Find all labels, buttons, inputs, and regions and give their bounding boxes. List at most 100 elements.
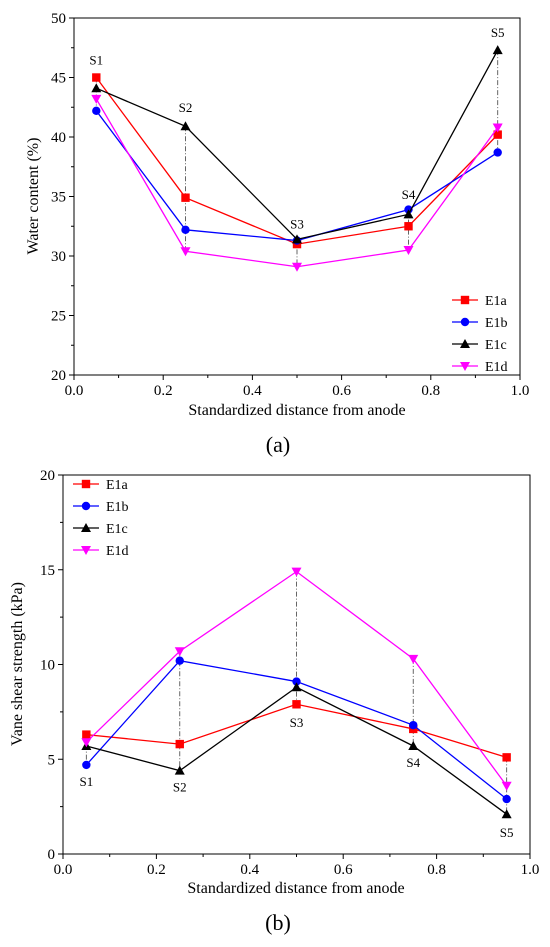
chart-a: 0.0 0.2 0.4 0.6 0.8 1.0 20 25 30 35 40 45 50 S1 S2 S3… (25, 11, 529, 457)
data-point-e1c (501, 809, 512, 819)
data-point-e1b (92, 106, 101, 116)
station-label: S1 (79, 774, 93, 789)
data-point-e1a (175, 739, 184, 749)
data-point-e1d (403, 246, 414, 256)
legend-marker-e1a (460, 295, 470, 305)
data-point-e1d (291, 567, 302, 577)
y-tick-label: 35 (51, 190, 66, 206)
y-tick-label: 30 (51, 249, 66, 265)
x-axis-title-a: Standardized distance from anode (188, 402, 405, 419)
x-ticks-a: 0.0 0.2 0.4 0.6 0.8 1.0 (65, 375, 530, 399)
data-point-e1a (404, 222, 413, 231)
station-label: S3 (290, 715, 304, 730)
legend-marker-e1b (81, 501, 91, 511)
guides-b (85, 571, 508, 815)
x-tick-label: 0.4 (243, 383, 262, 399)
data-point-e1d (174, 647, 185, 657)
x-tick-label: 0.0 (54, 862, 73, 878)
y-tick-label: 20 (51, 368, 66, 384)
x-axis-title-b: Standardized distance from anode (187, 880, 404, 897)
legend-label-e1c: E1c (485, 338, 507, 353)
x-tick-label: 0.6 (332, 383, 351, 399)
x-tick-label: 0.2 (147, 862, 166, 878)
x-tick-label: 0.4 (240, 862, 259, 878)
y-ticks-b: 0 5 10 15 20 (40, 468, 63, 863)
y-ticks-a: 20 25 30 35 40 45 50 (51, 11, 74, 384)
data-point-e1d (180, 247, 191, 257)
y-tick-label: 45 (51, 71, 66, 87)
x-tick-label: 1.0 (521, 862, 540, 878)
data-point-e1d (91, 94, 102, 104)
x-ticks-b: 0.0 0.2 0.4 0.6 0.8 1.0 (54, 854, 540, 878)
station-label: S1 (89, 52, 103, 67)
x-tick-label: 1.0 (511, 383, 530, 399)
legend-b: E1a E1b E1c E1d (73, 478, 129, 559)
data-point-e1a (181, 193, 190, 202)
station-label: S2 (173, 779, 187, 794)
legend-label-e1b: E1b (106, 500, 129, 515)
y-tick-label: 50 (51, 11, 66, 27)
data-point-e1b (292, 677, 301, 686)
x-tick-label: 0.8 (421, 383, 440, 399)
data-point-e1d (292, 262, 302, 272)
y-tick-label: 5 (48, 752, 56, 768)
station-label: S5 (491, 25, 505, 40)
legend-marker-e1c (81, 523, 91, 532)
data-point-e1b (409, 720, 418, 730)
legend-marker-e1a (81, 479, 91, 489)
data-point-e1c (174, 765, 185, 775)
data-point-e1d (81, 738, 92, 748)
series-a (91, 45, 503, 272)
panel-label-a: (a) (266, 432, 290, 457)
data-point-e1d (492, 123, 503, 133)
data-point-e1a (502, 753, 511, 762)
legend-label-e1a: E1a (485, 294, 508, 309)
y-axis-title-b: Vane shear strength (kPa) (9, 582, 26, 746)
legend-label-e1c: E1c (106, 522, 128, 537)
data-point-e1b (82, 760, 91, 770)
station-label: S4 (406, 755, 420, 770)
station-label: S4 (402, 187, 416, 202)
legend-marker-e1d (81, 546, 91, 555)
x-tick-label: 0.8 (427, 862, 446, 878)
y-tick-label: 0 (48, 847, 56, 863)
data-point-e1c (403, 209, 414, 219)
y-axis-title-a: Water content (%) (25, 138, 42, 255)
y-tick-label: 25 (51, 309, 66, 325)
annotations-a: S1 S2 S3 S4 S5 (89, 25, 504, 232)
data-point-e1b (181, 225, 190, 235)
x-tick-label: 0.0 (65, 383, 84, 399)
data-point-e1c (408, 740, 419, 750)
y-tick-label: 10 (40, 658, 55, 674)
x-tick-label: 0.2 (154, 383, 173, 399)
data-point-e1b (502, 794, 511, 804)
station-label: S2 (179, 100, 193, 115)
data-point-e1d (408, 654, 419, 664)
legend-label-e1d: E1d (485, 360, 508, 375)
panel-label-b: (b) (265, 910, 291, 935)
y-tick-label: 40 (51, 130, 66, 146)
data-point-e1a (493, 130, 502, 139)
data-point-e1c (292, 234, 302, 244)
data-point-e1c (180, 121, 191, 131)
station-label: S3 (290, 217, 304, 232)
legend-label-e1a: E1a (106, 478, 129, 493)
data-point-e1a (82, 730, 91, 739)
data-point-e1c (291, 682, 302, 692)
annotations-b: S1 S2 S3 S4 S5 (79, 715, 513, 840)
y-tick-label: 15 (40, 563, 55, 579)
data-point-e1a (92, 73, 101, 82)
legend-marker-e1b (460, 317, 470, 327)
station-label: S5 (500, 825, 514, 840)
legend-a: E1a E1b E1c E1d (452, 294, 508, 375)
series-b (81, 567, 512, 819)
data-point-e1c (492, 45, 503, 55)
chart-b: 0.0 0.2 0.4 0.6 0.8 1.0 0 5 10 15 20 S1 S2 S3 S4 S5 S… (9, 468, 539, 935)
legend-label-e1d: E1d (106, 544, 129, 559)
y-tick-label: 20 (40, 468, 55, 484)
data-point-e1a (292, 700, 301, 709)
data-point-e1b (493, 148, 502, 157)
legend-marker-e1d (460, 362, 470, 371)
legend-marker-e1c (460, 339, 470, 348)
